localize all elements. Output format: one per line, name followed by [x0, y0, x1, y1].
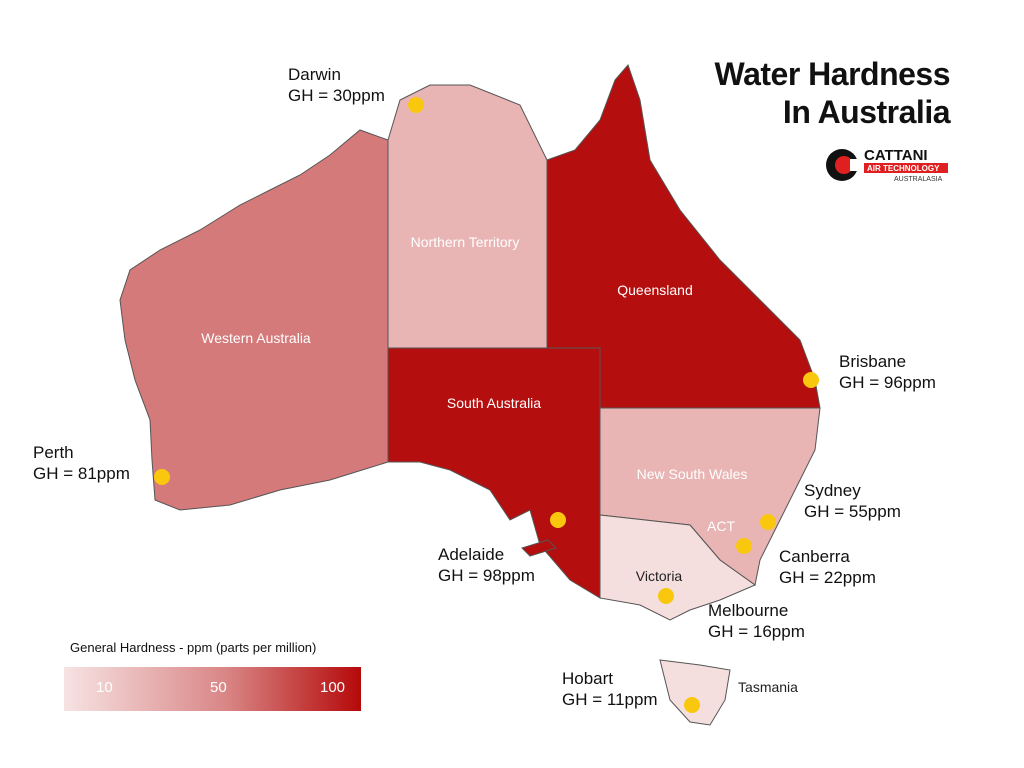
label-tasmania: Tasmania [738, 679, 798, 695]
marker-darwin [408, 97, 424, 113]
marker-hobart [684, 697, 700, 713]
region-victoria [599, 514, 757, 621]
svg-text:AIR TECHNOLOGY: AIR TECHNOLOGY [867, 164, 940, 173]
label-south-australia: South Australia [447, 395, 541, 411]
marker-perth [154, 469, 170, 485]
city-adelaide: Adelaide GH = 98ppm [438, 545, 535, 585]
label-northern-territory: Northern Territory [411, 234, 520, 250]
city-perth: Perth GH = 81ppm [33, 443, 130, 483]
map-title-line2: In Australia [782, 94, 951, 130]
region-tasmania [659, 659, 731, 726]
legend-tick: 10 [96, 679, 113, 696]
city-hobart: Hobart GH = 11ppm [562, 669, 658, 709]
marker-brisbane [803, 372, 819, 388]
svg-text:AUSTRALASIA: AUSTRALASIA [894, 176, 943, 183]
marker-melbourne [658, 588, 674, 604]
map-title-line1: Water Hardness [714, 56, 951, 92]
city-sydney: Sydney GH = 55ppm [804, 481, 901, 521]
label-western-australia: Western Australia [201, 330, 311, 346]
marker-canberra [736, 538, 752, 554]
city-canberra: Canberra GH = 22ppm [779, 547, 876, 587]
legend-tick: 100 [320, 679, 346, 696]
svg-text:CATTANI: CATTANI [864, 147, 928, 164]
marker-sydney [760, 514, 776, 530]
legend-title: General Hardness - ppm (parts per millio… [70, 640, 317, 655]
city-melbourne: Melbourne GH = 16ppm [708, 601, 805, 641]
kangaroo-island [521, 539, 557, 557]
city-darwin: Darwin GH = 30ppm [288, 65, 385, 105]
cattani-logo: CATTANI AIR TECHNOLOGY AUSTRALASIA [822, 145, 952, 185]
label-queensland: Queensland [617, 282, 693, 298]
marker-adelaide [550, 512, 566, 528]
region-northern-territory [387, 84, 548, 349]
legend-tick: 50 [210, 679, 227, 696]
label-act: ACT [707, 518, 735, 534]
legend-gradient: 10 50 100 [64, 667, 361, 711]
label-victoria: Victoria [636, 568, 683, 584]
label-new-south-wales: New South Wales [637, 466, 748, 482]
region-western-australia [119, 129, 389, 511]
city-brisbane: Brisbane GH = 96ppm [839, 352, 936, 392]
